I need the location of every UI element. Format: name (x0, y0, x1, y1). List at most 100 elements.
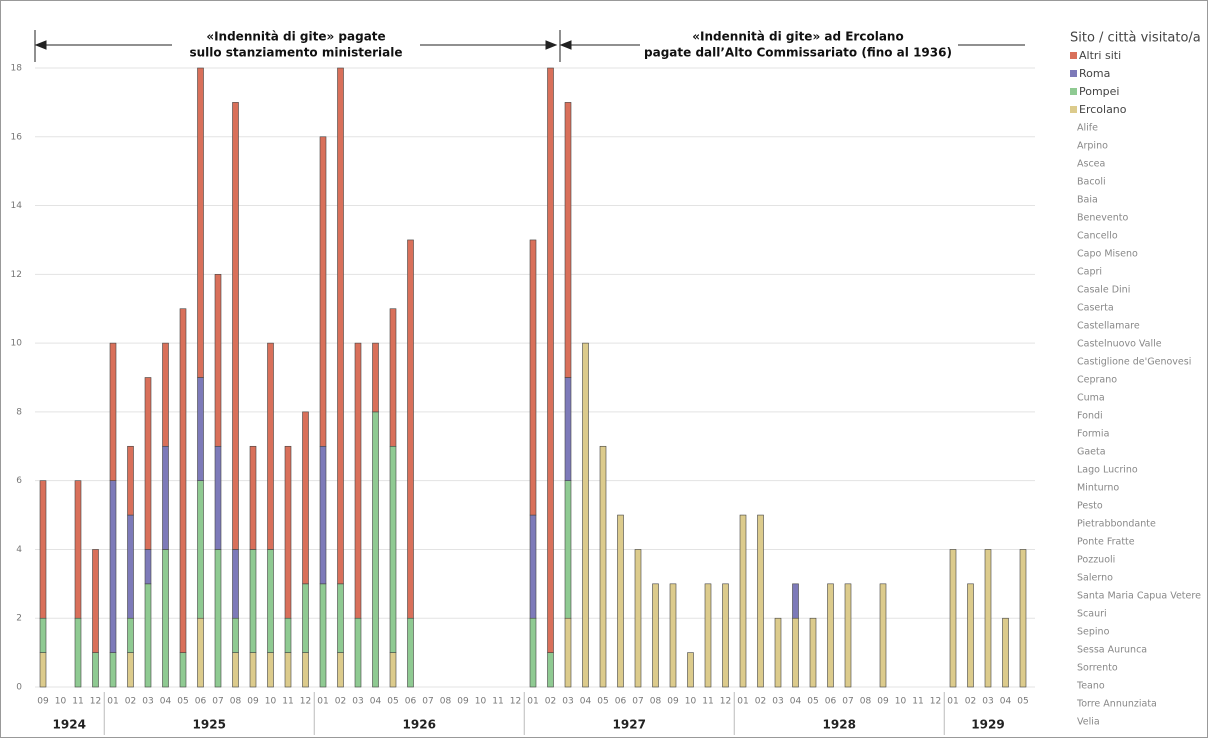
legend-label: Pompei (1079, 85, 1120, 98)
bar-segment (529, 514, 537, 619)
legend-site: Formia (1077, 429, 1109, 440)
legend-swatch (1070, 52, 1077, 59)
y-tick-label: 4 (16, 545, 22, 555)
x-tick-label: 09 (247, 697, 259, 707)
x-tick-label: 06 (195, 697, 207, 707)
legend-label: Ercolano (1079, 103, 1127, 116)
legend-site: Sessa Aurunca (1077, 645, 1147, 656)
legend-site: Arpino (1077, 141, 1108, 152)
legend-site: Scauri (1077, 609, 1107, 620)
bar-segment (319, 583, 327, 688)
x-tick-label: 07 (842, 697, 853, 707)
bar-segment (389, 308, 397, 447)
x-tick-label: 07 (422, 697, 433, 707)
x-tick-label: 11 (492, 697, 503, 707)
y-tick-label: 10 (11, 339, 23, 349)
x-tick-label: 01 (947, 697, 958, 707)
legend-site: Pietrabbondante (1077, 519, 1156, 530)
legend-site: Castiglione de'Genovesi (1077, 357, 1191, 368)
bar-segment (267, 342, 274, 550)
bar-segment (302, 411, 309, 585)
bar-segment (302, 583, 309, 653)
bar-segment (757, 514, 764, 688)
x-tick-label: 05 (1017, 697, 1028, 707)
legend-site: Ascea (1077, 159, 1105, 170)
x-tick-label: 12 (720, 697, 731, 707)
x-tick-label: 10 (55, 697, 67, 707)
bar-segment (564, 102, 572, 378)
bar-segment (564, 480, 572, 619)
legend-site: Benevento (1077, 213, 1128, 224)
x-tick-label: 05 (597, 697, 608, 707)
bar-segment (39, 480, 47, 619)
x-tick-label: 06 (825, 697, 837, 707)
annotation-arrows (34, 30, 1025, 62)
bar-segment (792, 583, 799, 619)
x-tick-label: 12 (90, 697, 101, 707)
legend-site: Cancello (1077, 231, 1118, 242)
bar-segment (547, 67, 554, 653)
bar-segment (109, 652, 117, 688)
x-tick-label: 01 (737, 697, 748, 707)
x-tick-label: 03 (562, 697, 573, 707)
legend-site: Alife (1077, 123, 1098, 134)
x-tick-label: 08 (230, 697, 242, 707)
legend-swatch (1070, 70, 1077, 77)
x-tick-label: 07 (632, 697, 643, 707)
annotation: pagate dall’Alto Commissariato (fino al … (644, 46, 952, 60)
x-tick-label: 10 (895, 697, 907, 707)
bar-segment (197, 617, 204, 688)
x-tick-label: 12 (510, 697, 521, 707)
bar-segment (109, 342, 117, 481)
annotation: sullo stanziamento ministeriale (189, 46, 402, 60)
bar-segment (1002, 617, 1009, 688)
legend-swatch (1070, 106, 1077, 113)
bar-segment (582, 342, 589, 688)
bar-segment (197, 480, 204, 619)
legend-site: Salerno (1077, 573, 1113, 584)
x-tick-label: 02 (125, 697, 136, 707)
x-tick-label: 03 (982, 697, 993, 707)
x-tick-label: 10 (685, 697, 697, 707)
x-tick-label: 12 (930, 697, 941, 707)
bar-segment (127, 514, 134, 619)
y-tick-label: 2 (16, 614, 22, 624)
legend-site: Minturno (1077, 483, 1119, 494)
bar-segment (249, 549, 257, 653)
bar-segment (337, 652, 344, 688)
x-tick-label: 06 (615, 697, 627, 707)
bar-segment (354, 617, 362, 688)
bar-segment (92, 549, 99, 653)
bar-segment (949, 549, 957, 688)
x-tick-label: 10 (265, 697, 277, 707)
x-tick-label: 03 (352, 697, 363, 707)
legend-site: Capri (1077, 267, 1102, 278)
bar-segment (144, 549, 152, 585)
legend-site: Baia (1077, 195, 1098, 206)
x-tick-label: 02 (965, 697, 976, 707)
legend-site: Pesto (1077, 501, 1103, 512)
x-tick-label: 04 (370, 697, 382, 707)
x-tick-label: 02 (545, 697, 556, 707)
bar-segment (267, 549, 274, 653)
bar-segment (827, 583, 834, 688)
bar-segment (1019, 549, 1027, 688)
bar-segment (564, 617, 572, 688)
legend-site: Capo Miseno (1077, 249, 1138, 260)
x-tick-label: 09 (877, 697, 889, 707)
x-tick-label: 10 (475, 697, 487, 707)
x-tick-label: 01 (527, 697, 538, 707)
bar-segment (809, 617, 817, 688)
bar-segment (39, 652, 47, 688)
y-tick-label: 18 (11, 64, 23, 74)
legend-label: Altri siti (1079, 49, 1121, 62)
year-label: 1925 (193, 718, 226, 732)
bar-segment (389, 445, 397, 653)
x-tick-label: 09 (37, 697, 49, 707)
legend-site: Casale Dini (1077, 285, 1130, 296)
x-tick-label: 04 (790, 697, 802, 707)
bar-segment (389, 652, 397, 688)
x-tick-label: 05 (177, 697, 188, 707)
x-tick-label: 11 (72, 697, 83, 707)
bar-segment (197, 67, 204, 378)
